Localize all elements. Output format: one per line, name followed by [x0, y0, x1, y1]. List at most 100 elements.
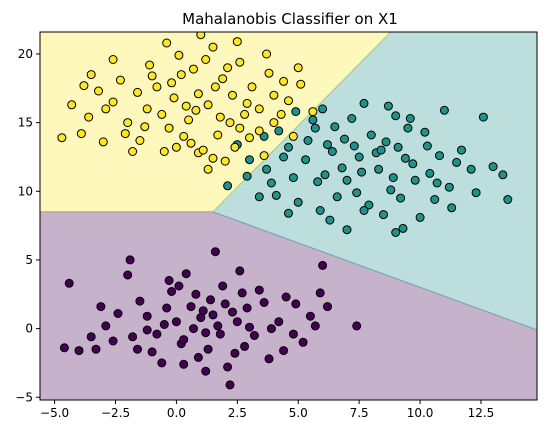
data-point — [360, 99, 368, 107]
data-point — [440, 106, 448, 114]
data-point — [280, 347, 288, 355]
data-point — [355, 153, 363, 161]
data-point — [168, 288, 176, 296]
data-point — [272, 191, 280, 199]
data-point — [153, 83, 161, 91]
data-point — [182, 102, 190, 110]
data-point — [187, 303, 195, 311]
data-point — [185, 116, 193, 124]
data-point — [255, 127, 263, 135]
data-point — [102, 322, 110, 330]
data-point — [209, 43, 217, 51]
y-tick-label: 0 — [25, 322, 33, 336]
data-point — [479, 113, 487, 121]
data-point — [216, 330, 224, 338]
data-point — [224, 182, 232, 190]
data-point — [170, 94, 178, 102]
data-point — [458, 146, 466, 154]
x-tick-label: −2.5 — [101, 406, 130, 420]
data-point — [348, 115, 356, 123]
data-point — [270, 91, 278, 99]
data-point — [285, 97, 293, 105]
data-point — [250, 332, 258, 340]
data-point — [275, 318, 283, 326]
data-point — [124, 119, 132, 127]
data-point — [219, 75, 227, 83]
data-point — [187, 139, 195, 147]
data-point — [238, 289, 246, 297]
data-point — [194, 90, 202, 98]
data-point — [489, 163, 497, 171]
data-point — [246, 323, 254, 331]
data-point — [233, 318, 241, 326]
data-point — [172, 318, 180, 326]
data-point — [229, 308, 237, 316]
data-point — [384, 102, 392, 110]
data-point — [294, 198, 302, 206]
data-point — [467, 165, 475, 173]
data-point — [265, 355, 273, 363]
data-point — [433, 179, 441, 187]
data-point — [421, 128, 429, 136]
data-point — [109, 56, 117, 64]
data-point — [143, 326, 151, 334]
data-point — [409, 160, 417, 168]
data-point — [190, 65, 198, 73]
data-point — [236, 58, 244, 66]
data-point — [158, 359, 166, 367]
data-point — [241, 342, 249, 350]
data-point — [202, 56, 210, 64]
data-point — [175, 51, 183, 59]
data-point — [472, 189, 480, 197]
data-point — [285, 143, 293, 151]
data-point — [319, 105, 327, 113]
data-point — [324, 303, 332, 311]
data-point — [324, 141, 332, 149]
data-point — [231, 349, 239, 357]
x-tick-label: 10.0 — [407, 406, 434, 420]
data-point — [299, 338, 307, 346]
data-point — [129, 333, 137, 341]
data-point — [294, 64, 302, 72]
data-point — [126, 256, 134, 264]
data-point — [68, 101, 76, 109]
data-point — [87, 71, 95, 79]
data-point — [246, 156, 254, 164]
data-point — [292, 300, 300, 308]
data-point — [77, 130, 85, 138]
data-point — [209, 311, 217, 319]
data-point — [338, 164, 346, 172]
data-point — [319, 261, 327, 269]
data-point — [80, 82, 88, 90]
data-point — [406, 115, 414, 123]
data-point — [343, 226, 351, 234]
data-point — [289, 330, 297, 338]
data-point — [226, 381, 234, 389]
data-point — [243, 304, 251, 312]
data-point — [163, 304, 171, 312]
data-point — [282, 293, 290, 301]
data-point — [192, 290, 200, 298]
data-point — [263, 50, 271, 58]
data-point — [392, 112, 400, 120]
data-point — [382, 138, 390, 146]
y-tick-label: 20 — [18, 47, 33, 61]
x-tick-label: 2.5 — [228, 406, 247, 420]
data-point — [202, 329, 210, 337]
data-point — [207, 296, 215, 304]
data-point — [263, 165, 271, 173]
data-point — [221, 300, 229, 308]
x-tick-label: 5.0 — [289, 406, 308, 420]
data-point — [109, 98, 117, 106]
data-point — [255, 286, 263, 294]
data-point — [304, 137, 312, 145]
chart-title: Mahalanobis Classifier on X1 — [182, 10, 398, 28]
data-point — [389, 174, 397, 182]
data-point — [255, 193, 263, 201]
data-point — [280, 77, 288, 85]
data-point — [180, 336, 188, 344]
data-point — [95, 87, 103, 95]
data-point — [153, 330, 161, 338]
data-point — [277, 110, 285, 118]
data-point — [270, 119, 278, 127]
